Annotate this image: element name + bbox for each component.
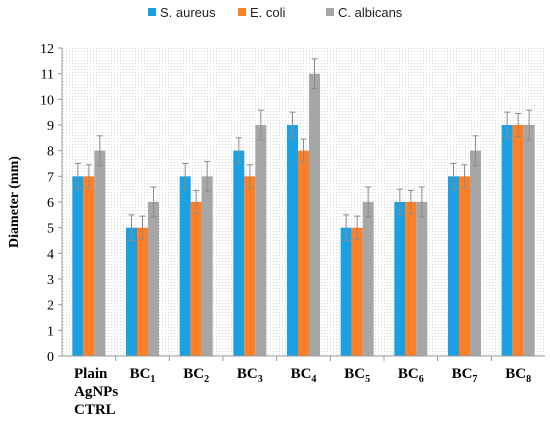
y-tick-label: 11 [41,68,54,83]
bar [287,125,298,356]
x-tick-label: BC1 [130,366,156,385]
x-tick-label: BC2 [183,366,209,385]
bar [405,202,417,356]
bar [72,176,84,356]
bar [179,176,191,356]
bar [94,150,106,356]
x-tick-label: BC3 [237,366,263,385]
y-tick-label: 12 [40,42,54,57]
y-tick-label: 10 [40,93,54,108]
bar [523,125,535,356]
bar [190,202,202,356]
bar [126,227,137,356]
bar [448,176,459,356]
x-tick-label: BC7 [452,366,478,385]
bar [137,227,148,356]
x-tick-label: CTRL [74,402,116,418]
bar [394,202,406,356]
y-tick-label: 6 [47,196,54,211]
y-tick-label: 1 [47,324,54,339]
bar [470,150,481,356]
legend-label: S. aureus [160,5,216,20]
x-tick-label: BC5 [344,366,370,385]
y-tick-label: 2 [47,299,54,314]
x-tick-label: BC6 [398,366,424,385]
bar [459,176,470,356]
bar [298,150,309,356]
bars-group [72,58,535,357]
y-tick-label: 9 [47,119,54,134]
y-tick-label: 7 [47,170,54,185]
bar [416,202,428,356]
bar [362,202,374,356]
x-tick-label: AgNPs [74,384,118,400]
bar [201,176,213,356]
legend-swatch [326,8,334,16]
legend-label: E. coli [250,5,286,20]
y-tick-label: 8 [47,145,54,160]
bar [340,227,352,356]
bar [83,176,95,356]
x-axis: Plain AgNPs CTRL BC1 BC2 BC3 BC4 BC5 BC6 BC7 BC8 [62,355,545,418]
legend-swatch [238,8,246,16]
y-tick-label: 5 [47,222,54,237]
bar [309,73,320,357]
bar [501,125,513,356]
bar [148,202,159,356]
bar [233,150,245,356]
y-tick-label: 4 [47,247,54,262]
bar [244,176,256,356]
legend-swatch [148,8,156,16]
x-tick-label: BC8 [505,366,531,385]
bar [512,125,524,356]
legend: S. aureus E. coli C. albicans [148,5,403,20]
x-tick-label: BC4 [291,366,317,385]
y-tick-label: 0 [47,350,54,365]
x-tick-label: Plain [74,366,108,382]
bar [351,227,363,356]
bar [255,125,267,356]
y-axis-label: Diameter (mm) [7,156,22,248]
legend-label: C. albicans [338,5,403,20]
y-tick-label: 3 [47,273,54,288]
